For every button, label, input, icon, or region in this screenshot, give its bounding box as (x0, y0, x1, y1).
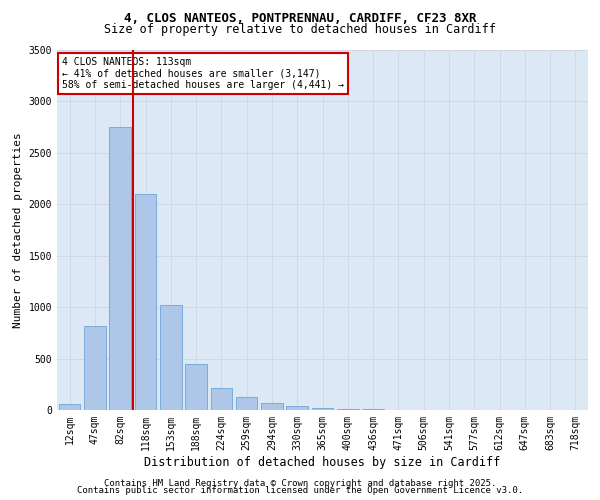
Bar (185, 364, 207, 410)
Bar (286, 406, 308, 410)
Bar (236, 396, 257, 410)
Bar (135, 194, 156, 410)
Bar (312, 408, 333, 410)
Bar (84, 326, 106, 410)
Bar (261, 403, 283, 410)
Text: Contains public sector information licensed under the Open Government Licence v3: Contains public sector information licen… (77, 486, 523, 495)
Text: 4, CLOS NANTEOS, PONTPRENNAU, CARDIFF, CF23 8XR: 4, CLOS NANTEOS, PONTPRENNAU, CARDIFF, C… (124, 12, 476, 26)
Y-axis label: Number of detached properties: Number of detached properties (13, 132, 23, 328)
Text: 4 CLOS NANTEOS: 113sqm
← 41% of detached houses are smaller (3,147)
58% of semi-: 4 CLOS NANTEOS: 113sqm ← 41% of detached… (62, 57, 344, 90)
Bar (211, 388, 232, 410)
X-axis label: Distribution of detached houses by size in Cardiff: Distribution of detached houses by size … (145, 456, 500, 468)
Bar (109, 127, 131, 410)
Text: Size of property relative to detached houses in Cardiff: Size of property relative to detached ho… (104, 22, 496, 36)
Bar (59, 404, 80, 410)
Bar (160, 305, 182, 410)
Bar (337, 409, 359, 410)
Text: Contains HM Land Registry data © Crown copyright and database right 2025.: Contains HM Land Registry data © Crown c… (104, 478, 496, 488)
